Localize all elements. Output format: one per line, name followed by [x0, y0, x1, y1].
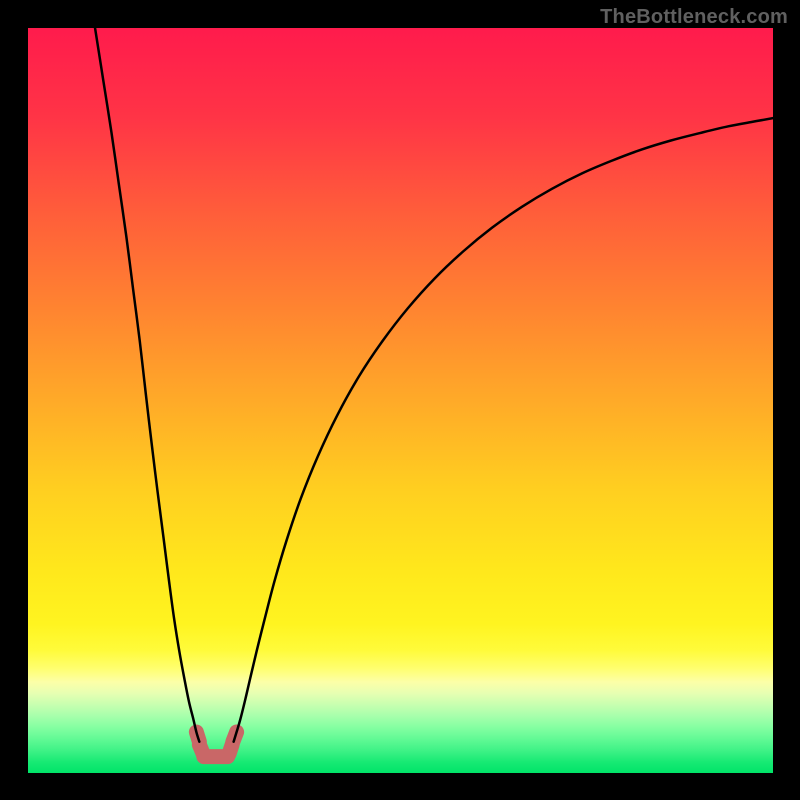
watermark-text: TheBottleneck.com [600, 6, 788, 29]
chart-frame: TheBottleneck.com [0, 0, 800, 800]
plot-area [28, 28, 773, 773]
plot-svg [28, 28, 773, 773]
gradient-background [28, 28, 773, 773]
